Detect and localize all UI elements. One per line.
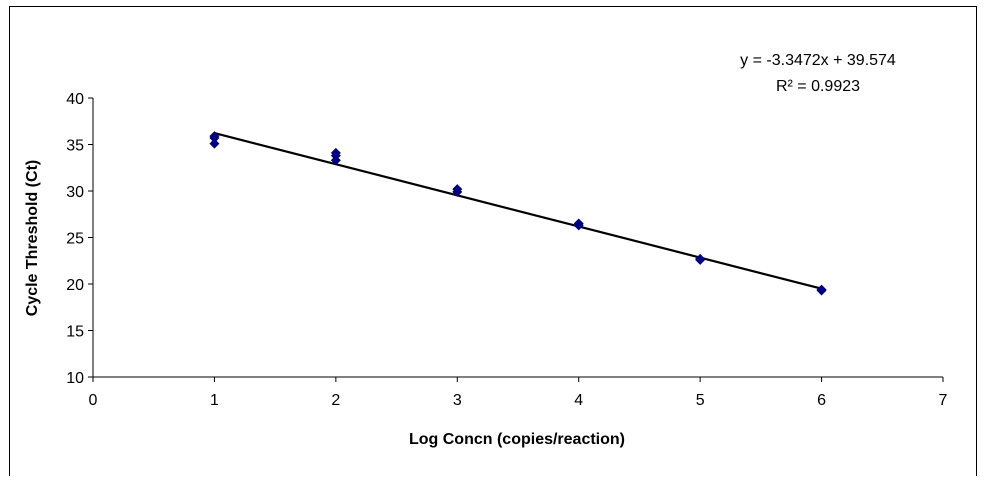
x-tick-label: 3: [453, 392, 462, 409]
chart-frame: [9, 6, 977, 476]
data-point: [209, 138, 220, 149]
y-tick-label: 10: [66, 370, 84, 387]
data-point: [573, 218, 584, 229]
y-tick-label: 35: [66, 138, 84, 155]
trend-line: [214, 132, 822, 290]
x-tick-label: 0: [89, 392, 98, 409]
x-axis-title: Log Concn (copies/reaction): [409, 431, 625, 448]
r-squared-label: R² = 0.9923: [776, 78, 860, 95]
y-tick-label: 15: [66, 324, 84, 341]
data-point: [330, 147, 341, 158]
y-tick-label: 20: [66, 277, 84, 294]
y-axis-title: Cycle Threshold (Ct): [24, 160, 41, 316]
y-tick-label: 30: [66, 184, 84, 201]
y-axis: 10 15 20 25 30 35 40: [66, 91, 94, 387]
x-tick-label: 2: [331, 392, 340, 409]
trendline-equation: y = -3.3472x + 39.574: [740, 52, 896, 69]
data-points: [209, 131, 827, 296]
data-point: [816, 284, 827, 295]
data-point: [695, 253, 706, 264]
x-axis: 0 1 2 3 4 5 6 7: [89, 376, 948, 409]
y-tick-label: 40: [66, 91, 84, 108]
data-point: [209, 131, 220, 142]
data-point: [452, 184, 463, 195]
x-tick-label: 7: [939, 392, 948, 409]
x-tick-label: 6: [817, 392, 826, 409]
x-tick-label: 5: [696, 392, 705, 409]
y-tick-label: 25: [66, 231, 84, 248]
x-tick-label: 1: [210, 392, 219, 409]
x-tick-label: 4: [574, 392, 583, 409]
